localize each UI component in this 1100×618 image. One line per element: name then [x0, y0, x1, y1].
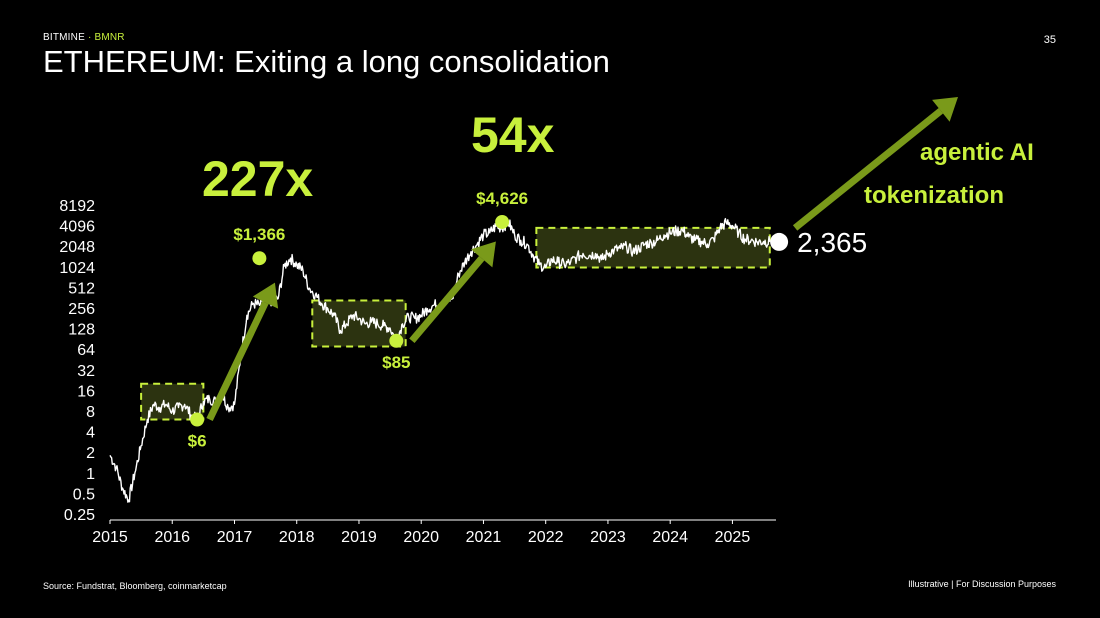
- y-tick-label: 128: [68, 322, 95, 339]
- growth-arrow-0-shaft: [206, 301, 269, 422]
- future-arrow-shaft: [792, 108, 944, 231]
- highlight-point: [495, 214, 510, 229]
- x-tick-label: 2016: [154, 529, 190, 546]
- y-tick-label: 8192: [59, 198, 95, 215]
- y-tick-label: 8: [86, 404, 95, 421]
- growth-arrows: [206, 97, 958, 422]
- ticker-label: BMNR: [94, 32, 125, 43]
- source-note: Source: Fundstrat, Bloomberg, coinmarket…: [43, 581, 227, 591]
- consolidation-box-0: [140, 382, 205, 421]
- y-tick-label: 4: [86, 425, 95, 442]
- chart-annotations: 227x 54x agentic AI tokenization: [202, 107, 1034, 209]
- x-tick-label: 2024: [652, 529, 688, 546]
- future-arrow-head: [932, 97, 958, 122]
- chart-axes: 2015 2016 2017 2018 2019 2020 2021 2022 2023 2024…: [59, 198, 776, 546]
- growth-arrow-1-head: [471, 241, 496, 268]
- highlight-points: $6 $1,366 $85 $4,626 2,365: [188, 189, 868, 451]
- y-tick-label: 4096: [59, 219, 95, 236]
- annotation-227x: 227x: [202, 151, 313, 207]
- x-tick-label: 2019: [341, 529, 377, 546]
- y-tick-label: 256: [68, 301, 95, 318]
- highlight-point: [190, 412, 205, 427]
- header-kicker: BITMINE · BMNR: [43, 32, 125, 43]
- x-tick-label: 2021: [466, 529, 502, 546]
- x-tick-label: 2015: [92, 529, 128, 546]
- y-tick-label: 64: [77, 342, 95, 359]
- y-tick-label: 1: [86, 466, 95, 483]
- highlight-point: [389, 333, 404, 348]
- growth-arrow-1-shaft: [409, 256, 485, 344]
- current-price-label: 2,365: [797, 227, 867, 258]
- annotation-tokenization: tokenization: [864, 182, 1004, 209]
- y-tick-label: 0.25: [64, 507, 95, 524]
- x-tick-label: 2025: [715, 529, 751, 546]
- y-tick-label: 16: [77, 383, 95, 400]
- point-label: $6: [188, 432, 207, 451]
- y-tick-label: 2: [86, 445, 95, 462]
- highlight-point: [252, 251, 267, 266]
- footer-disclaimer: Illustrative | For Discussion Purposes: [908, 579, 1056, 589]
- growth-arrow-0-head: [252, 282, 279, 309]
- x-tick-label: 2017: [217, 529, 253, 546]
- y-tick-label: 1024: [59, 260, 95, 277]
- x-tick-label: 2022: [528, 529, 564, 546]
- annotation-54x: 54x: [471, 107, 555, 163]
- x-tick-label: 2020: [403, 529, 439, 546]
- page-title: ETHEREUM: Exiting a long consolidation: [43, 44, 610, 79]
- current-price-point: [770, 232, 789, 251]
- y-tick-label: 0.5: [73, 486, 95, 503]
- point-label: $4,626: [476, 189, 528, 208]
- point-label: $85: [382, 353, 410, 372]
- x-tick-label: 2018: [279, 529, 315, 546]
- y-tick-label: 512: [68, 280, 95, 297]
- kicker-separator: ·: [87, 32, 92, 43]
- brand-label: BITMINE: [43, 32, 85, 43]
- annotation-agentic-ai: agentic AI: [920, 139, 1034, 166]
- y-tick-label: 2048: [59, 239, 95, 256]
- x-tick-label: 2023: [590, 529, 626, 546]
- point-label: $1,366: [233, 225, 285, 244]
- y-tick-label: 32: [77, 363, 95, 380]
- page-number: 35: [1043, 34, 1056, 46]
